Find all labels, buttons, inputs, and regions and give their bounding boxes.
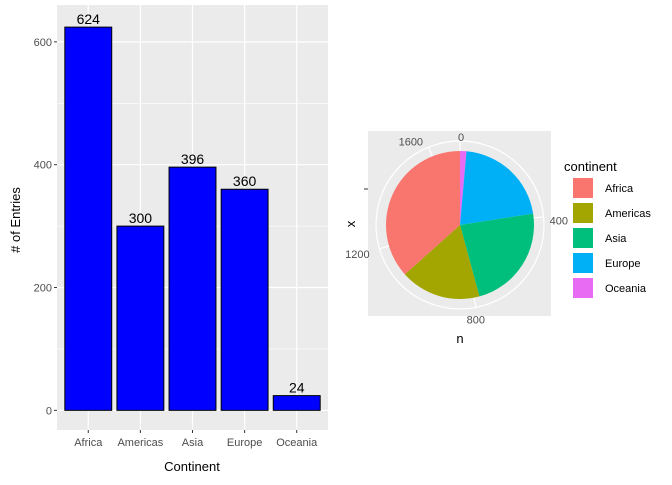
- bar-chart: 624 300 396 360 24 0 200 400 600 Africa Americas…: [8, 5, 328, 474]
- legend-swatch-asia: [573, 228, 593, 248]
- pie-radial-tick-label: 800: [467, 314, 485, 326]
- bar-data-label: 300: [129, 210, 153, 226]
- legend-title: continent: [564, 159, 617, 174]
- legend-label-americas: Americas: [605, 208, 651, 220]
- pie-slice-africa: [386, 151, 460, 275]
- pie-chart: 0 400 800 1200 1600 n x: [343, 131, 568, 346]
- bar-y-axis-title: # of Entries: [8, 187, 23, 253]
- legend-swatch-oceania: [573, 278, 593, 298]
- pie-x-axis-title: n: [456, 331, 463, 346]
- bar-y-axis: 0 200 400 600: [34, 37, 57, 417]
- pie-slice-oceania: [460, 151, 467, 225]
- bar-series: [64, 26, 321, 411]
- bar-data-labels: 624 300 396 360 24: [77, 11, 305, 395]
- bar-y-tick-label: 200: [34, 283, 52, 295]
- pie-slice-europe: [460, 151, 534, 225]
- bar-y-tick-label: 600: [34, 37, 52, 49]
- bar-y-tick-label: 400: [34, 160, 52, 172]
- legend-label-asia: Asia: [605, 233, 627, 245]
- bar-oceania: [272, 395, 321, 411]
- bar-x-axis: Africa Americas Asia Europe Oceania: [74, 430, 318, 449]
- bar-x-tick-label: Europe: [227, 437, 262, 449]
- bar-europe: [220, 188, 269, 411]
- bar-data-label: 624: [77, 11, 101, 27]
- pie-radial-tick-label: 0: [458, 132, 464, 144]
- pie-slice-asia: [460, 213, 534, 297]
- bar-data-label: 24: [289, 380, 305, 396]
- pie-y-axis-title: x: [343, 220, 358, 227]
- bar-americas: [116, 225, 165, 411]
- pie-radial-tick-label: 1600: [399, 136, 423, 148]
- bar-x-axis-title: Continent: [164, 459, 220, 474]
- bar-data-label: 360: [233, 173, 257, 189]
- pie-radial-tick-label: 1200: [345, 249, 369, 261]
- legend-items: Africa Americas Asia Europe Oceania: [573, 178, 651, 298]
- pie-radial-axis: 0 400 800 1200 1600: [345, 132, 568, 326]
- bar-x-tick-label: Asia: [182, 437, 204, 449]
- bar-data-label: 396: [181, 151, 205, 167]
- legend-label-europe: Europe: [605, 258, 640, 270]
- pie-radial-tick-label: 400: [550, 216, 568, 228]
- bar-africa: [64, 26, 113, 411]
- bar-x-tick-label: Americas: [117, 437, 163, 449]
- bar-y-tick-label: 0: [46, 405, 52, 417]
- legend-label-africa: Africa: [605, 183, 634, 195]
- pie-slice-americas: [404, 225, 480, 300]
- legend: continent Africa Americas Asia Europe Oceani…: [564, 159, 651, 298]
- legend-swatch-africa: [573, 178, 593, 198]
- pie-series: [386, 151, 534, 300]
- bar-asia: [168, 166, 217, 411]
- legend-swatch-europe: [573, 253, 593, 273]
- bar-x-tick-label: Africa: [74, 437, 103, 449]
- bar-x-tick-label: Oceania: [276, 437, 318, 449]
- legend-label-oceania: Oceania: [605, 283, 647, 295]
- legend-swatch-americas: [573, 203, 593, 223]
